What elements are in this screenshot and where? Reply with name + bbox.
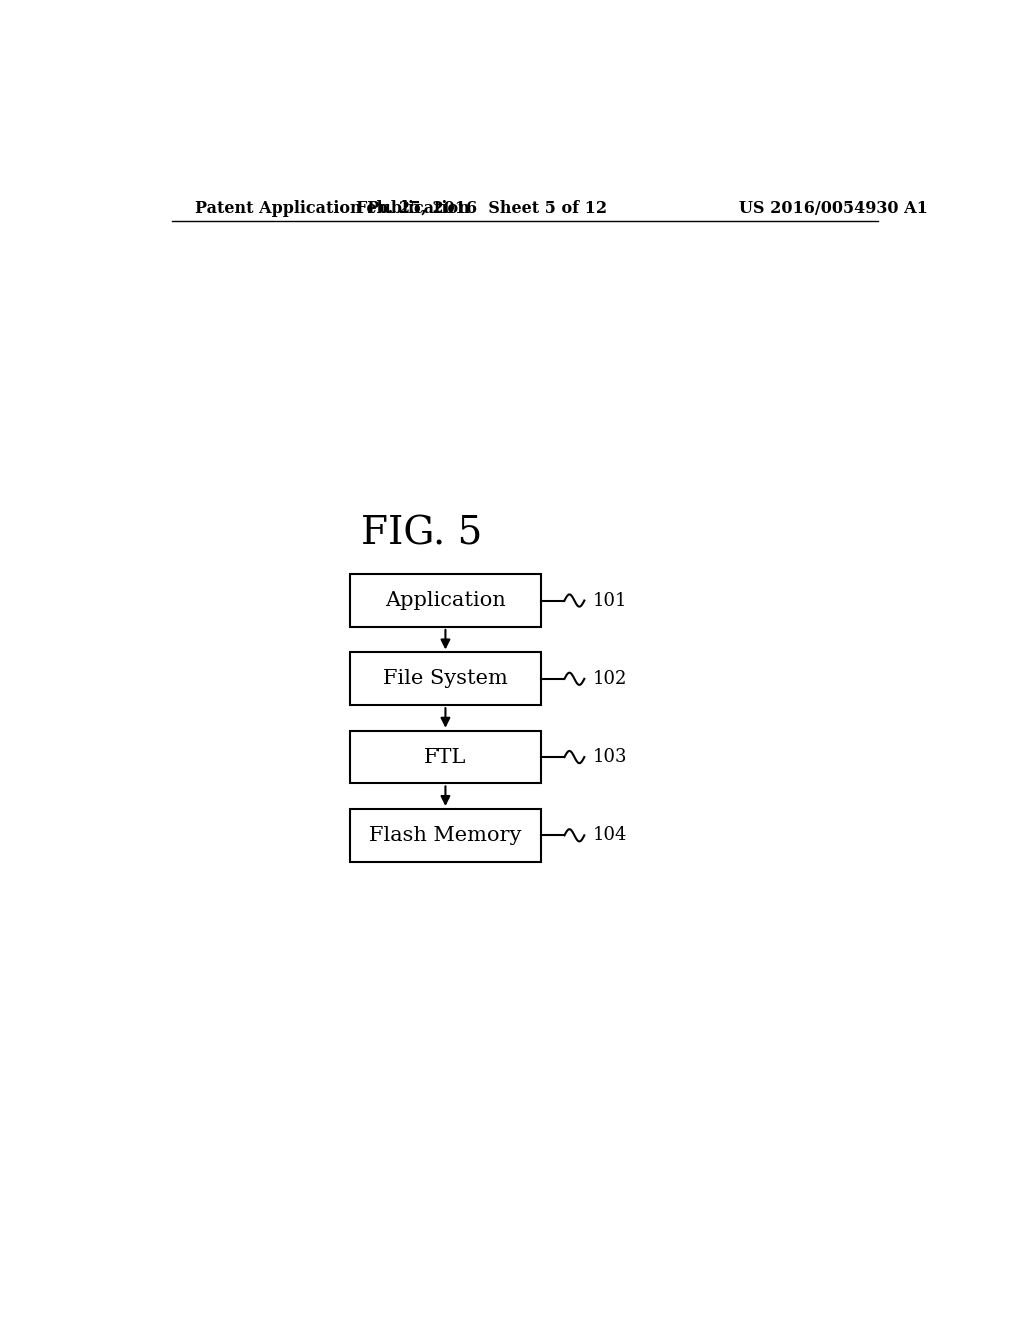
Bar — [350, 731, 541, 784]
Text: Feb. 25, 2016  Sheet 5 of 12: Feb. 25, 2016 Sheet 5 of 12 — [355, 199, 606, 216]
Text: FTL: FTL — [424, 747, 467, 767]
Bar — [350, 652, 541, 705]
Text: FIG. 5: FIG. 5 — [360, 516, 482, 553]
Text: Flash Memory: Flash Memory — [370, 826, 521, 845]
Text: US 2016/0054930 A1: US 2016/0054930 A1 — [739, 199, 928, 216]
Text: Application: Application — [385, 591, 506, 610]
Text: 104: 104 — [592, 826, 627, 845]
Text: 103: 103 — [592, 748, 627, 766]
Text: 102: 102 — [592, 669, 627, 688]
Bar — [350, 574, 541, 627]
Text: Patent Application Publication: Patent Application Publication — [196, 199, 470, 216]
Text: File System: File System — [383, 669, 508, 688]
Text: 101: 101 — [592, 591, 627, 610]
Bar — [350, 809, 541, 862]
